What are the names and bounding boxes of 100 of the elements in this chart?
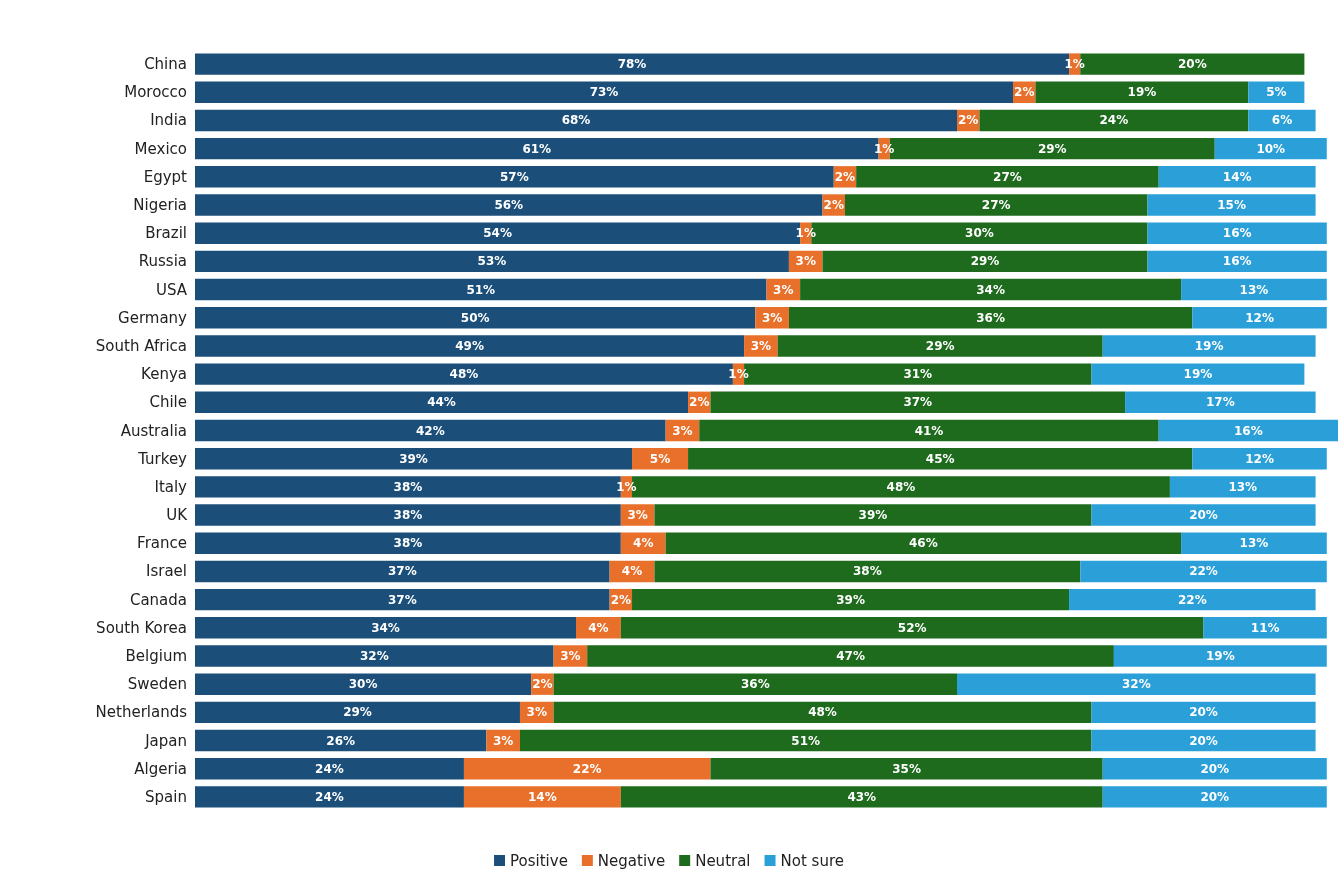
data-label: 20% <box>1177 57 1207 72</box>
bar <box>195 532 621 554</box>
y-tick-label: Algeria <box>134 759 187 778</box>
data-label: 78% <box>617 57 647 72</box>
bar <box>1158 166 1316 188</box>
data-label: 20% <box>1200 761 1230 776</box>
y-tick-label: Morocco <box>124 83 187 102</box>
bar <box>1147 250 1327 273</box>
data-label: 56% <box>494 198 524 213</box>
data-label: 53% <box>477 254 507 269</box>
bar <box>788 307 1193 329</box>
data-label: 16% <box>1233 423 1263 438</box>
data-label: 12% <box>1245 451 1274 466</box>
data-label: 41% <box>914 423 944 438</box>
bar <box>463 786 621 808</box>
bar <box>553 701 1092 724</box>
bar <box>195 194 823 216</box>
bar <box>688 447 1193 470</box>
data-label: 32% <box>359 648 389 663</box>
data-label: 13% <box>1239 282 1269 297</box>
y-tick-label: Chile <box>149 393 187 412</box>
data-label: 22% <box>572 761 602 776</box>
bar <box>1125 391 1316 414</box>
bar <box>195 588 610 611</box>
data-label: 54% <box>483 226 512 241</box>
bar <box>1169 476 1316 498</box>
data-label: 17% <box>1205 395 1235 410</box>
data-label: 68% <box>561 113 591 128</box>
data-label: 24% <box>315 789 344 804</box>
bar <box>195 278 767 301</box>
data-label: 2% <box>1014 85 1035 100</box>
bar <box>1147 222 1327 244</box>
legend-label: Positive <box>510 851 568 870</box>
bar <box>1069 588 1316 611</box>
data-label: 3% <box>492 733 514 748</box>
data-label: 29% <box>925 338 955 353</box>
data-label: 26% <box>326 733 356 748</box>
data-label: 4% <box>621 564 643 579</box>
data-label: 39% <box>399 451 428 466</box>
bar <box>1181 532 1327 554</box>
bar <box>1091 729 1316 752</box>
y-tick-label: USA <box>155 280 188 299</box>
legend-label: Negative <box>597 851 666 870</box>
data-label: 3% <box>560 648 581 663</box>
bar <box>822 250 1148 273</box>
y-tick-label: Belgium <box>125 646 187 665</box>
data-label: 48% <box>886 479 916 494</box>
data-label: 57% <box>500 169 529 184</box>
y-tick-label: China <box>144 55 187 74</box>
data-label: 42% <box>415 423 445 438</box>
bar <box>654 504 1092 526</box>
data-label: 37% <box>903 395 933 410</box>
data-label: 3% <box>773 282 794 297</box>
data-label: 43% <box>847 789 877 804</box>
data-label: 13% <box>1239 536 1269 551</box>
data-label: 46% <box>909 536 938 551</box>
y-tick-label: UK <box>166 506 189 525</box>
data-label: 16% <box>1222 226 1252 241</box>
bar <box>195 335 745 357</box>
y-tick-label: Netherlands <box>95 703 188 722</box>
data-label: 2% <box>689 395 710 410</box>
data-label: 2% <box>958 113 979 128</box>
bar <box>1214 137 1327 160</box>
data-label: 35% <box>892 761 921 776</box>
bar <box>1181 278 1327 301</box>
bar <box>979 109 1249 132</box>
bar <box>195 729 487 752</box>
data-label: 36% <box>976 310 1005 325</box>
data-label: 37% <box>387 592 417 607</box>
y-tick-label: Australia <box>120 421 187 440</box>
data-label: 12% <box>1245 310 1274 325</box>
data-label: 29% <box>343 705 372 720</box>
bar <box>195 786 464 808</box>
data-label: 19% <box>1205 648 1235 663</box>
bar <box>1192 447 1327 470</box>
data-label: 4% <box>633 536 654 551</box>
legend-label: Neutral <box>695 851 751 870</box>
bar <box>1113 645 1327 667</box>
y-tick-label: Spain <box>145 787 187 806</box>
y-tick-label: Turkey <box>137 449 188 468</box>
bar <box>1102 786 1327 808</box>
bar <box>195 391 689 414</box>
data-label: 73% <box>589 85 619 100</box>
y-tick-label: Egypt <box>143 167 188 186</box>
data-label: 39% <box>858 508 888 523</box>
bar <box>195 645 554 667</box>
bar <box>1158 419 1338 442</box>
bar <box>620 617 1204 639</box>
data-label: 29% <box>1037 141 1067 156</box>
data-label: 29% <box>970 254 1000 269</box>
bar <box>1192 307 1327 329</box>
data-label: 51% <box>791 733 821 748</box>
data-label: 20% <box>1189 508 1218 523</box>
data-label: 19% <box>1183 367 1213 382</box>
bar <box>710 758 1103 780</box>
data-label: 3% <box>761 310 783 325</box>
data-label: 22% <box>1177 592 1207 607</box>
data-label: 39% <box>836 592 865 607</box>
y-tick-label: Sweden <box>127 675 187 694</box>
bar <box>519 729 1092 752</box>
